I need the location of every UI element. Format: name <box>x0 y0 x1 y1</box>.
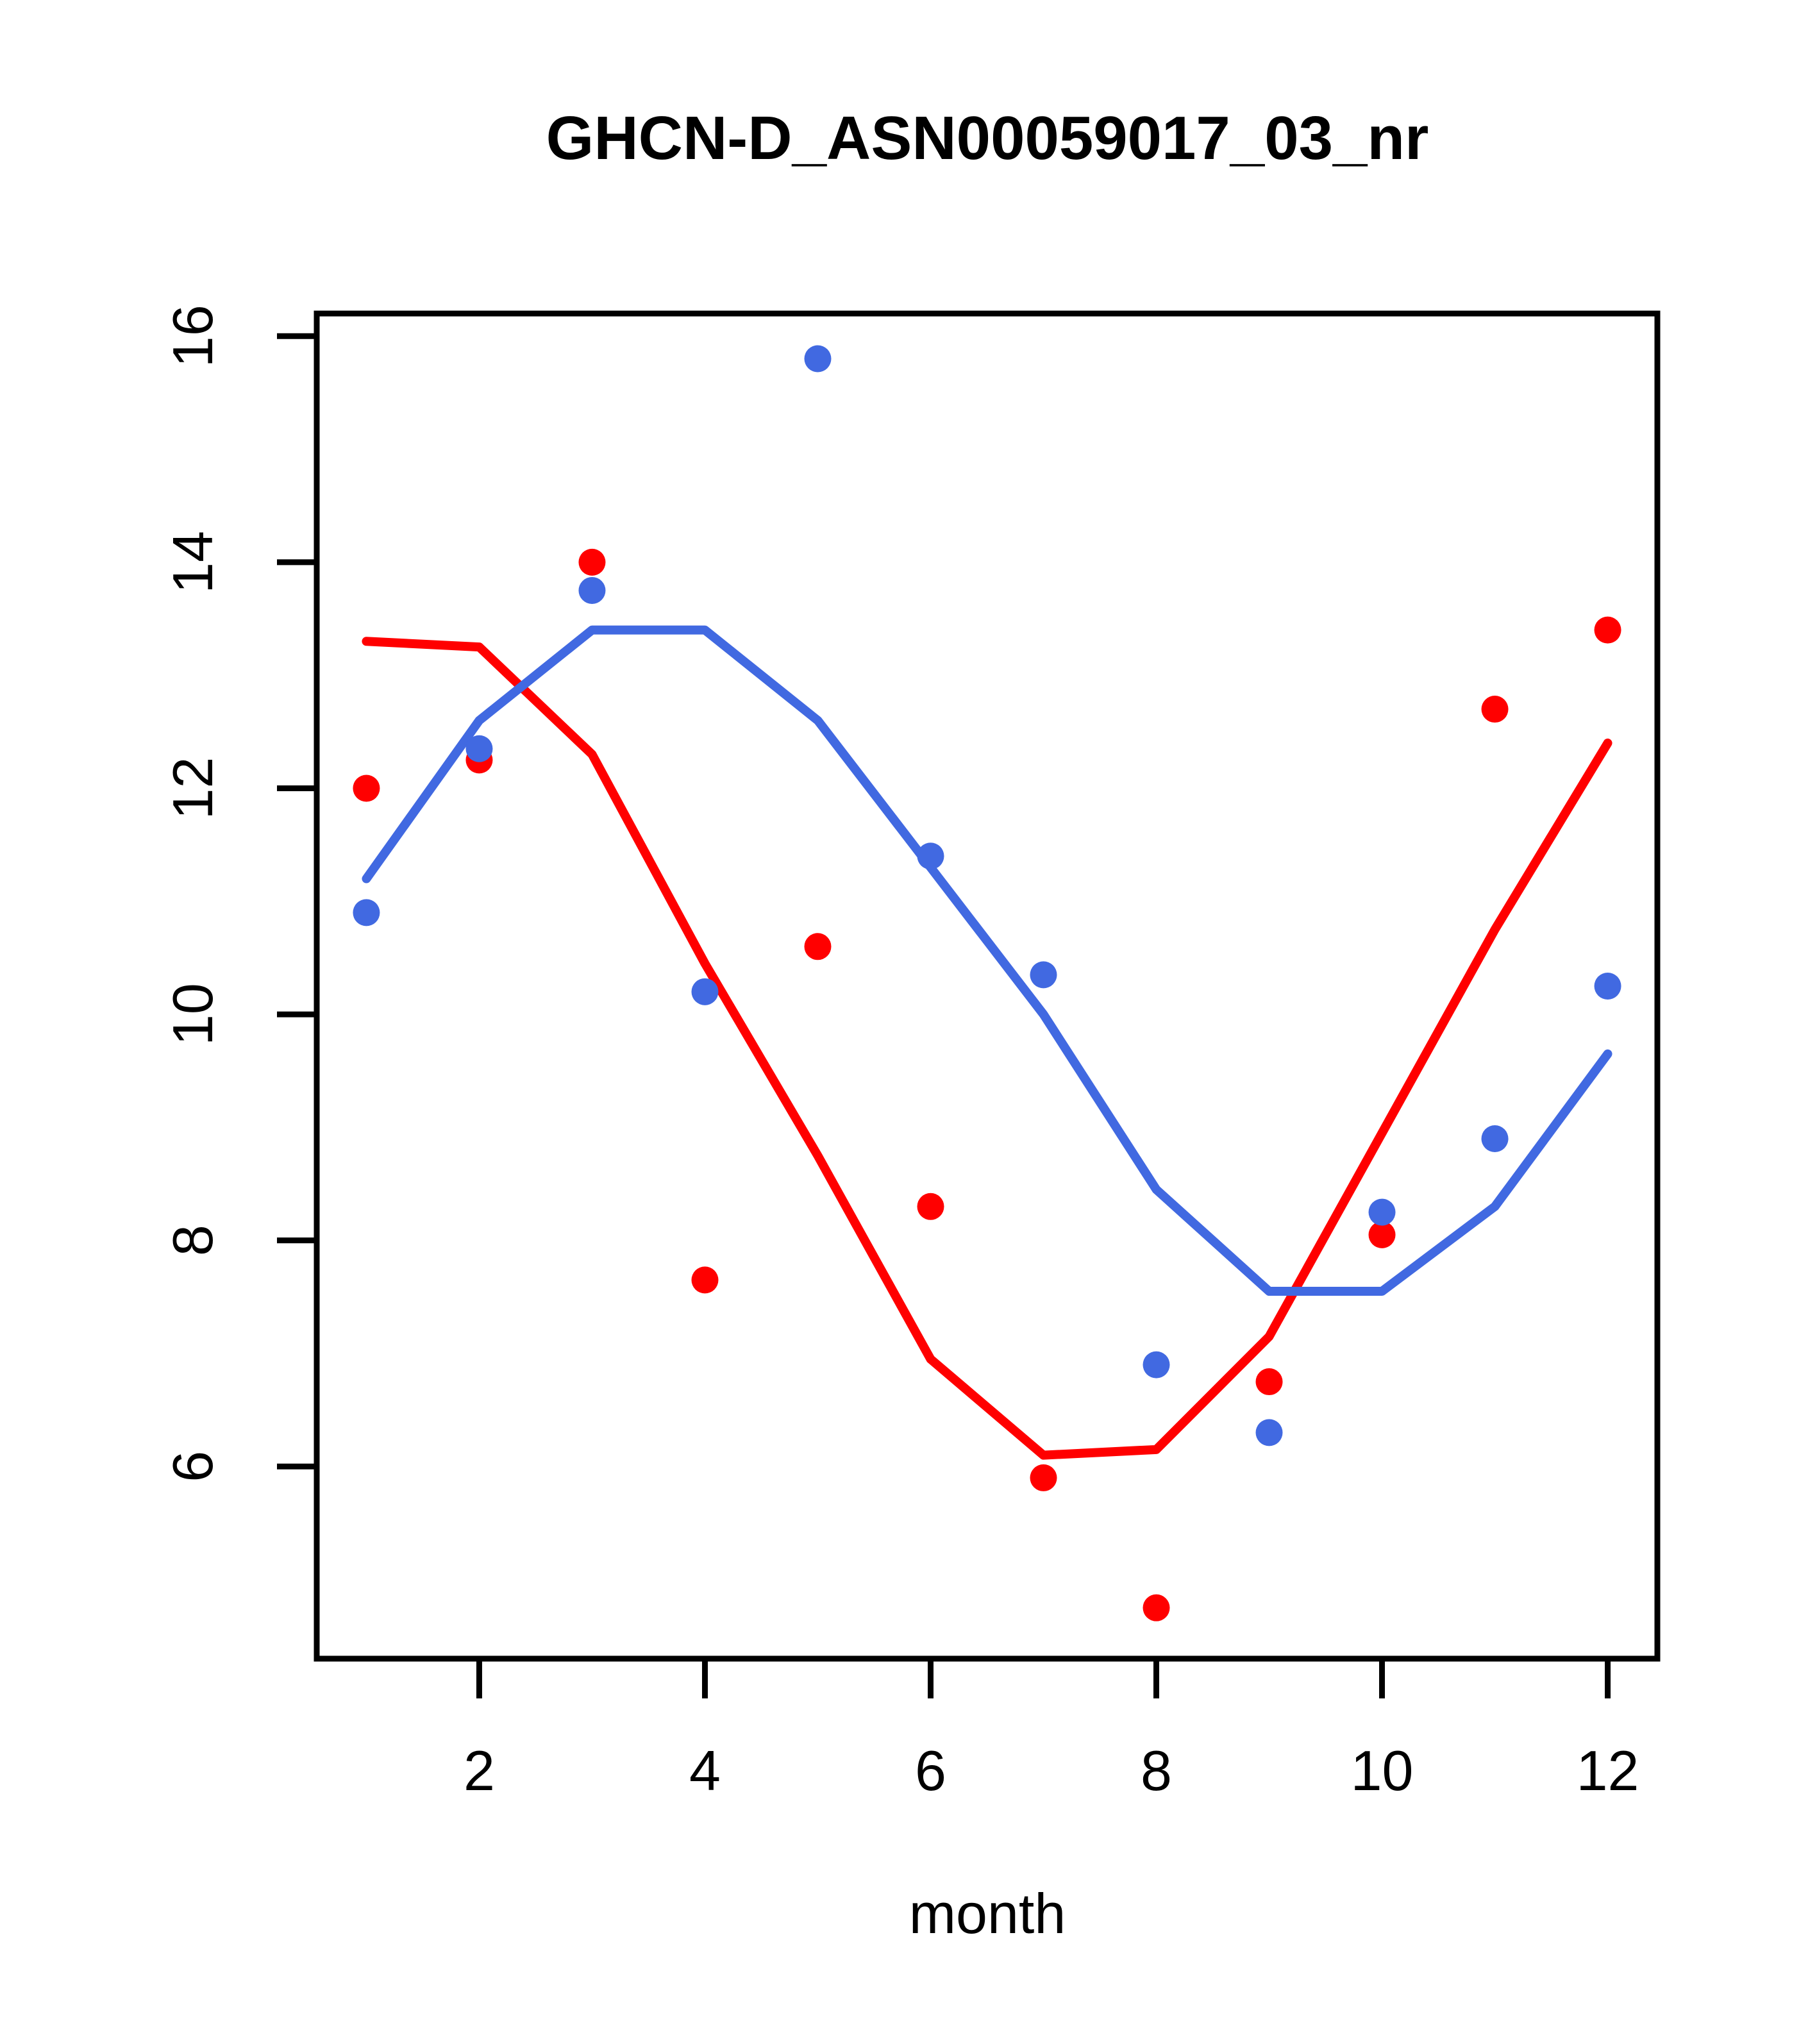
red-points-marker <box>578 548 606 576</box>
y-tick-label: 10 <box>161 983 224 1046</box>
red-points-marker <box>691 1266 719 1294</box>
red-points-marker <box>353 775 380 802</box>
blue-points-marker <box>578 576 606 604</box>
axes-layer: 2 4 6 8 10 12 6 8 10 12 14 16 <box>161 305 1661 1802</box>
red-points-marker <box>1481 696 1509 723</box>
blue-points-marker <box>465 735 493 762</box>
y-tick-label: 14 <box>161 531 224 594</box>
blue-lowess-line <box>362 625 1612 1296</box>
blue-points-marker <box>917 842 944 870</box>
x-tick-label: 12 <box>1577 1739 1639 1802</box>
x-tick-label: 6 <box>915 1739 946 1802</box>
red-points-marker <box>1594 616 1621 644</box>
x-tick-label: 2 <box>464 1739 495 1802</box>
blue-points-marker <box>1481 1125 1509 1153</box>
red-points-marker <box>804 933 832 960</box>
x-tick-label: 10 <box>1351 1739 1414 1802</box>
red-points-marker <box>917 1193 944 1220</box>
blue-points-marker <box>1594 973 1621 1000</box>
plot-title: GHCN-D_ASN00059017_03_nr <box>546 104 1429 172</box>
y-tick-label: 16 <box>161 305 224 367</box>
blue-points-marker <box>353 899 380 926</box>
blue-points-marker <box>691 978 719 1005</box>
x-tick-label: 4 <box>689 1739 721 1802</box>
blue-points-marker <box>804 345 832 373</box>
red-lowess-line <box>362 637 1612 1460</box>
blue-points-marker <box>1143 1351 1170 1378</box>
x-axis-title: month <box>909 1882 1066 1945</box>
series-layer <box>353 345 1621 1621</box>
y-tick-label: 8 <box>161 1225 224 1256</box>
plot-frame <box>314 310 1661 1662</box>
y-tick-label: 12 <box>161 757 224 820</box>
red-points-marker <box>1255 1368 1283 1396</box>
y-tick-label: 6 <box>161 1451 224 1482</box>
red-points <box>353 548 1621 1621</box>
blue-points-marker <box>1030 961 1057 989</box>
red-points-marker <box>1030 1464 1057 1491</box>
red-points-marker <box>1143 1594 1170 1621</box>
blue-points-marker <box>1255 1419 1283 1446</box>
blue-points <box>353 345 1621 1446</box>
red-points-marker <box>1368 1221 1396 1248</box>
x-tick-label: 8 <box>1141 1739 1172 1802</box>
blue-points-marker <box>1368 1198 1396 1226</box>
